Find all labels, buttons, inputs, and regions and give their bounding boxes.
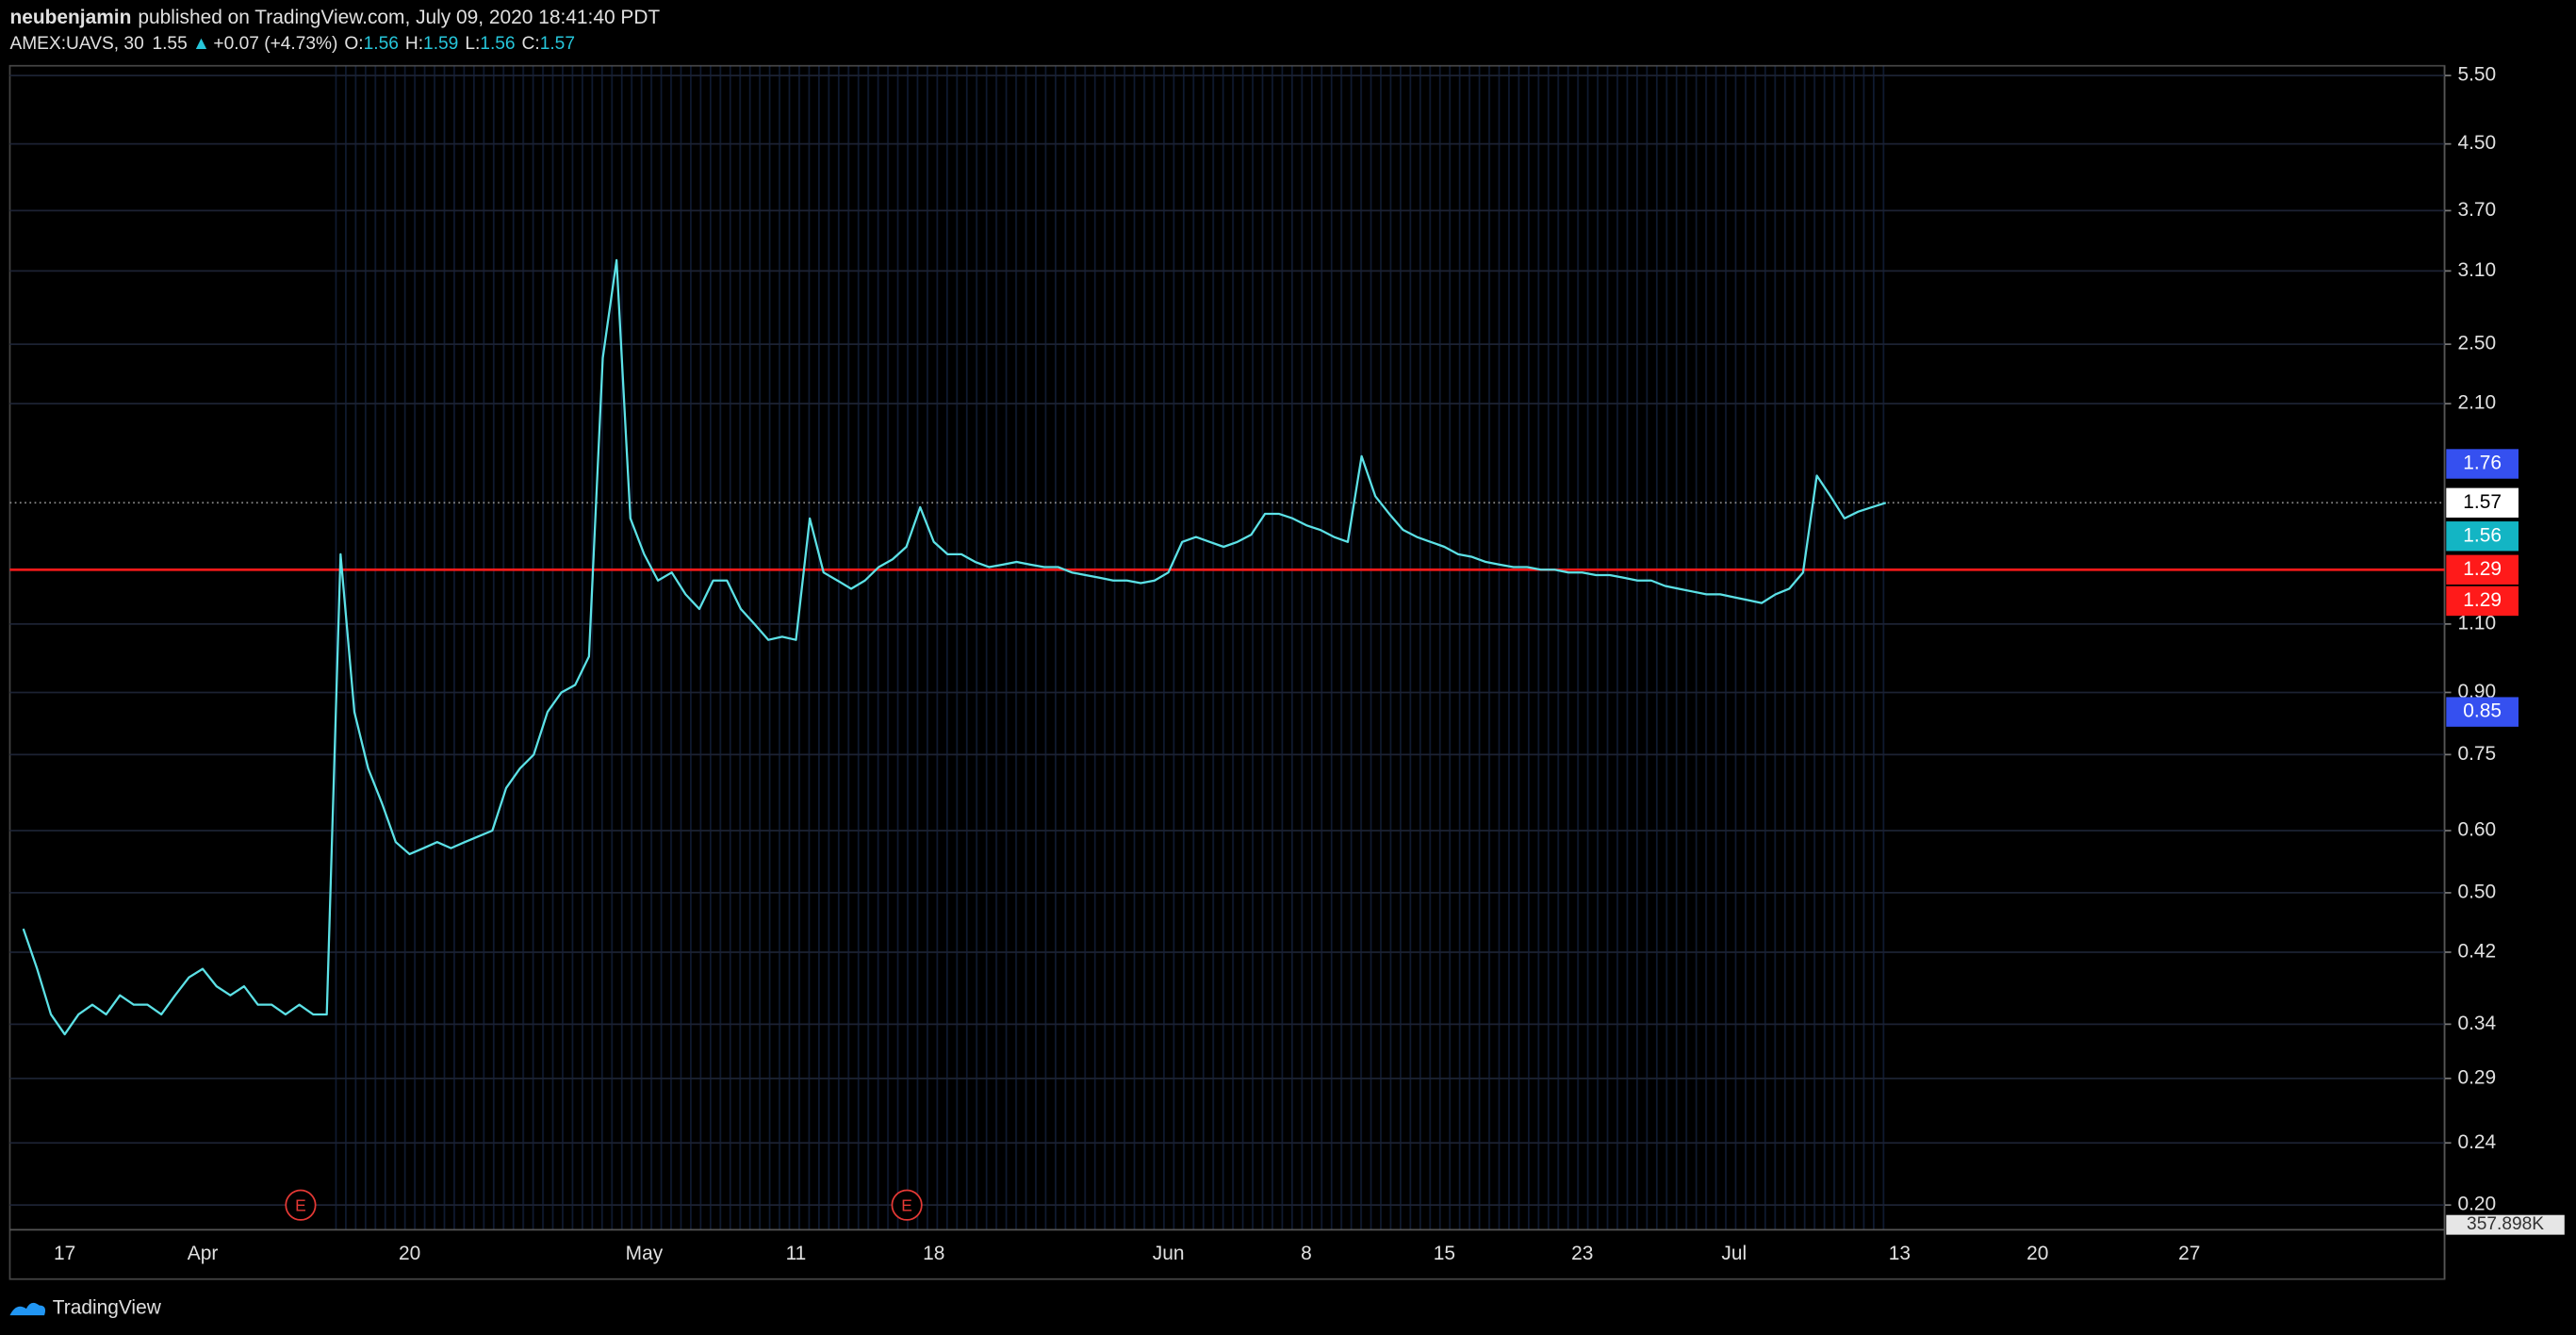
- author: neubenjamin: [9, 7, 131, 28]
- x-tick-label: 15: [1434, 1243, 1455, 1264]
- arrow: ▲: [192, 34, 210, 54]
- ohlc-value: 1.59: [423, 34, 458, 54]
- y-tick-label: 0.42: [2458, 940, 2497, 962]
- y-tick-label: 0.90: [2458, 681, 2497, 702]
- y-tick-label: 2.10: [2458, 392, 2497, 414]
- y-tick-label: 1.10: [2458, 612, 2497, 634]
- volume-badge: [2446, 1214, 2565, 1235]
- y-tick-label: 2.50: [2458, 333, 2497, 354]
- price-badge-label: 1.76: [2463, 453, 2502, 474]
- event-marker: [891, 1189, 923, 1221]
- y-tick-label: 0.60: [2458, 819, 2497, 841]
- brand-logo: [9, 1302, 46, 1316]
- y-tick-label: 3.10: [2458, 259, 2497, 281]
- x-tick-label: Jun: [1153, 1243, 1185, 1264]
- price-badge: [2446, 487, 2519, 519]
- price-badge: [2446, 697, 2519, 727]
- x-tick-label: 11: [786, 1243, 807, 1264]
- ohlc-value: 1.57: [540, 34, 575, 54]
- price-badge: [2446, 521, 2519, 552]
- y-tick-label: 5.50: [2458, 64, 2497, 86]
- y-tick-label: 0.29: [2458, 1066, 2497, 1088]
- price-badge-label: 1.29: [2463, 558, 2502, 580]
- y-tick-label: 4.50: [2458, 132, 2497, 154]
- footer: TradingView: [9, 1297, 162, 1319]
- x-tick-label: 20: [2026, 1243, 2048, 1264]
- y-tick-label: 0.34: [2458, 1013, 2497, 1034]
- price-badge: [2446, 585, 2519, 617]
- price-badge: [2446, 449, 2519, 479]
- volume-label: 357.898K: [2467, 1214, 2544, 1234]
- event-label: E: [901, 1196, 912, 1215]
- ohlc-label: C:: [522, 34, 540, 54]
- symbol-line: AMEX:UAVS, 30 1.55 ▲ +0.07 (+4.73%) O:1.56 H:…: [9, 34, 575, 54]
- header-line: neubenjamin published on TradingView.com,…: [9, 7, 660, 28]
- x-tick-label: Apr: [188, 1243, 219, 1264]
- y-tick-label: 0.50: [2458, 881, 2497, 902]
- y-tick-label: 0.24: [2458, 1131, 2497, 1153]
- price-badge-label: 1.56: [2463, 524, 2502, 546]
- x-tick-label: 13: [1889, 1243, 1911, 1264]
- session-stripes: [328, 65, 1890, 1230]
- x-tick-label: 27: [2178, 1243, 2200, 1264]
- symbol: AMEX:UAVS, 30: [9, 34, 143, 54]
- ohlc-label: O:: [344, 34, 363, 54]
- x-tick-label: 8: [1301, 1243, 1312, 1264]
- x-tick-label: 20: [399, 1243, 420, 1264]
- y-tick-label: 3.70: [2458, 199, 2497, 221]
- x-tick-label: May: [626, 1243, 664, 1264]
- x-tick-label: 18: [923, 1243, 944, 1264]
- ohlc-label: L:: [465, 34, 480, 54]
- y-tick-label: 0.20: [2458, 1194, 2497, 1215]
- brand: TradingView: [53, 1297, 162, 1319]
- ohlc-label: H:: [405, 34, 423, 54]
- ohlc-value: 1.56: [364, 34, 399, 54]
- price-badge: [2446, 554, 2519, 585]
- price-badge-label: 1.29: [2463, 589, 2502, 611]
- event-label: E: [295, 1196, 306, 1215]
- x-tick-label: Jul: [1721, 1243, 1747, 1264]
- ohlc-value: 1.56: [480, 34, 515, 54]
- price-badge-label: 1.57: [2463, 491, 2502, 513]
- last-price: 1.55: [152, 34, 187, 54]
- event-marker: [285, 1189, 317, 1221]
- x-tick-label: 23: [1571, 1243, 1593, 1264]
- x-tick-label: 17: [54, 1243, 75, 1264]
- published: published on TradingView.com, July 09, 2…: [138, 7, 660, 28]
- y-tick-label: 0.75: [2458, 743, 2497, 765]
- price-line: [22, 258, 1887, 1036]
- price-badge-label: 0.85: [2463, 700, 2502, 722]
- change: +0.07 (+4.73%): [213, 34, 337, 54]
